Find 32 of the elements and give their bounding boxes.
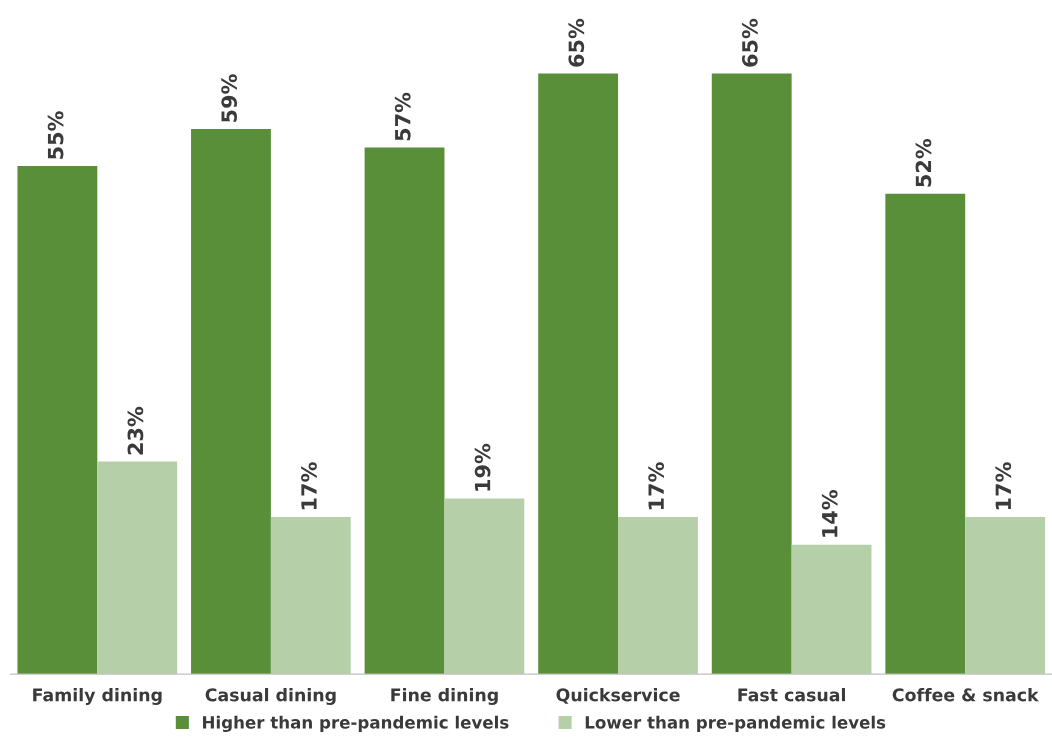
bar [97, 461, 178, 675]
bar [191, 128, 271, 675]
x-tick-label: Family dining [33, 687, 162, 705]
x-tick-label: Casual dining [205, 687, 336, 705]
x-tick-label: Fast casual [738, 687, 845, 702]
data-label: 52% [915, 138, 932, 187]
data-label: 59% [221, 74, 238, 122]
bar [538, 73, 619, 675]
bar [618, 517, 698, 675]
data-label: 55% [47, 111, 64, 159]
data-label: 17% [995, 462, 1012, 510]
x-tick-label: Fine dining [391, 687, 498, 705]
data-label: 23% [127, 406, 144, 455]
data-label: 14% [821, 489, 838, 537]
legend-label: Lower than pre-pandemic levels [585, 715, 886, 732]
data-label: 17% [301, 462, 317, 510]
bar [965, 517, 1046, 675]
bar [270, 517, 351, 675]
x-tick-label: Quickservice [556, 687, 680, 704]
data-label: 57% [394, 92, 411, 141]
x-tick-label: Coffee & snack [892, 687, 1039, 702]
bar [364, 147, 445, 675]
data-label: 19% [474, 443, 491, 491]
bar [791, 544, 872, 675]
bar [711, 73, 792, 675]
data-label: 17% [648, 462, 665, 510]
legend-label: Higher than pre-pandemic levels [203, 715, 509, 733]
bar [444, 498, 525, 675]
data-label: 65% [568, 18, 585, 67]
bar [17, 165, 98, 675]
bar [885, 193, 966, 675]
data-label: 65% [741, 18, 758, 67]
